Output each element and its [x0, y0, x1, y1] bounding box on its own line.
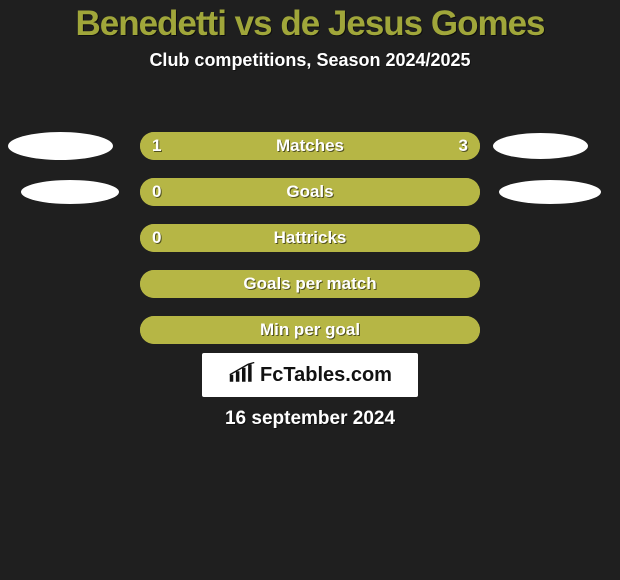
stat-bar: 13Matches [140, 132, 480, 160]
date-label: 16 september 2024 [0, 408, 620, 430]
stat-row: 13Matches [0, 123, 620, 169]
stat-bar: Goals per match [140, 270, 480, 298]
stat-row: 0Goals [0, 169, 620, 215]
player-left-avatar [8, 132, 113, 160]
stat-row: Goals per match [0, 261, 620, 307]
brand-box: FcTables.com [202, 353, 418, 397]
stat-bar: 0Goals [140, 178, 480, 206]
stats-panel: 13Matches 0Goals 0Hattricks Goals per match… [0, 123, 620, 353]
player-left-avatar [21, 180, 119, 204]
stat-label: Hattricks [140, 228, 480, 248]
chart-icon [228, 362, 260, 389]
player-right-avatar [493, 133, 588, 159]
stat-label: Goals per match [140, 274, 480, 294]
stat-row: Min per goal [0, 307, 620, 353]
stat-bar: Min per goal [140, 316, 480, 344]
page-title: Benedetti vs de Jesus Gomes [0, 0, 620, 44]
player-right-avatar [499, 180, 601, 204]
brand-text: FcTables.com [260, 364, 392, 387]
stat-label: Goals [140, 182, 480, 202]
stat-bar: 0Hattricks [140, 224, 480, 252]
page-subtitle: Club competitions, Season 2024/2025 [0, 50, 620, 71]
stat-label: Min per goal [140, 320, 480, 340]
stat-row: 0Hattricks [0, 215, 620, 261]
stat-label: Matches [140, 136, 480, 156]
